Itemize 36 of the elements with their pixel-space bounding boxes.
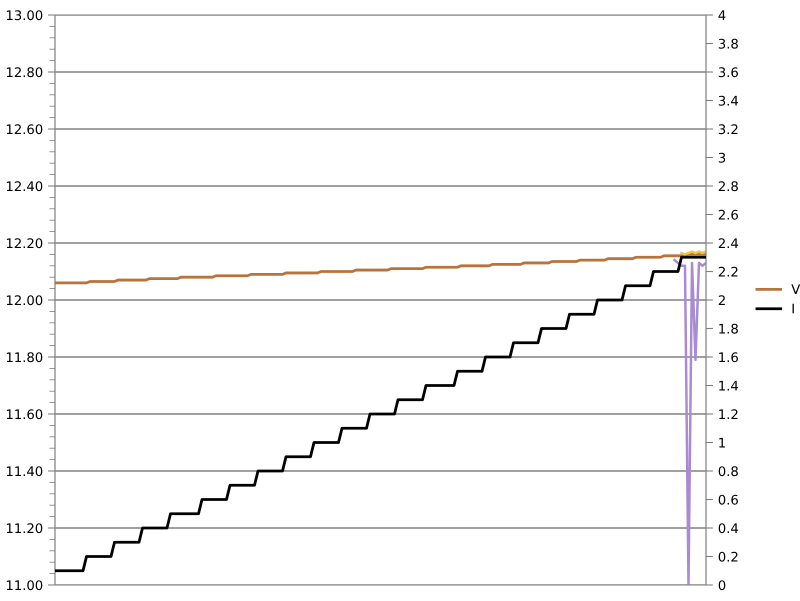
y2-tick-label: 2.2: [718, 266, 738, 277]
y2-tick-label: 2: [718, 295, 725, 306]
y-tick-label: 11.20: [6, 523, 42, 534]
y2-tick-label: 3.2: [718, 124, 738, 134]
y2-tick-label: 1.8: [719, 324, 738, 334]
line-series: [673, 258, 706, 585]
y2-tick-label: 2.4: [718, 238, 738, 248]
y2-tick-label: 1.4: [719, 380, 738, 391]
y2-tick-label: 3.8: [718, 38, 738, 49]
y-tick-label: 12.80: [6, 67, 42, 78]
y2-tick-label: 1.2: [719, 409, 738, 420]
y-tick-label: 12.20: [6, 238, 42, 248]
y-tick-label: 13.00: [6, 10, 42, 20]
y2-tick-label: 3.4: [718, 96, 738, 106]
y2-tick-label: 2.6: [718, 210, 738, 220]
y-tick-label: 12.60: [6, 124, 42, 134]
y2-tick-label: 3: [718, 152, 726, 163]
y-tick-label: 11.80: [6, 352, 42, 362]
y2-tick-label: 0: [718, 580, 726, 590]
y2-tick-label: 0.2: [718, 552, 738, 562]
y-tick-label: 11.00: [6, 580, 42, 590]
y-tick-label: 12.40: [6, 181, 42, 192]
y2-tick-label: 0.8: [718, 466, 738, 476]
legend-label: V: [791, 284, 800, 294]
line-series: [55, 253, 706, 284]
y2-tick-label: 3.6: [718, 67, 738, 78]
y2-tick-label: 0.6: [718, 494, 738, 505]
y-tick-label: 11.40: [6, 466, 42, 476]
y-tick-label: 11.60: [6, 409, 42, 420]
y2-tick-label: 1.6: [719, 352, 738, 362]
y2-tick-label: 4: [718, 10, 726, 20]
y2-tick-label: 0.4: [718, 523, 738, 534]
y2-tick-label: 1: [719, 438, 725, 448]
y2-tick-label: 2.8: [718, 181, 738, 192]
legend-label: I: [792, 304, 794, 314]
y-tick-label: 12.00: [6, 295, 42, 306]
